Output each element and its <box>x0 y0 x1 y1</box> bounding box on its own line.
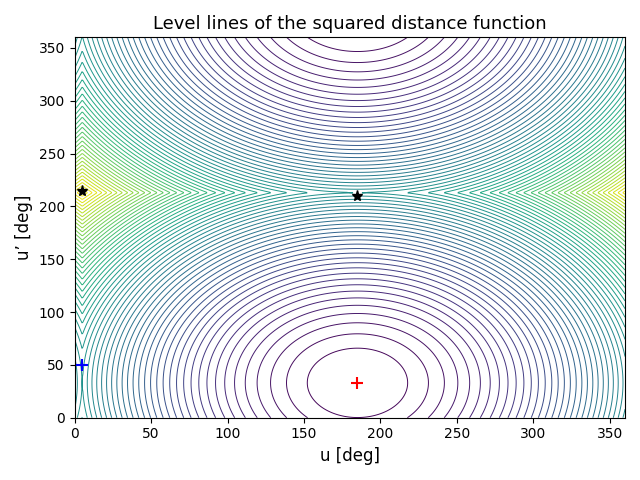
X-axis label: u [deg]: u [deg] <box>320 447 380 465</box>
Title: Level lines of the squared distance function: Level lines of the squared distance func… <box>153 15 547 33</box>
Y-axis label: u’ [deg]: u’ [deg] <box>15 195 33 260</box>
